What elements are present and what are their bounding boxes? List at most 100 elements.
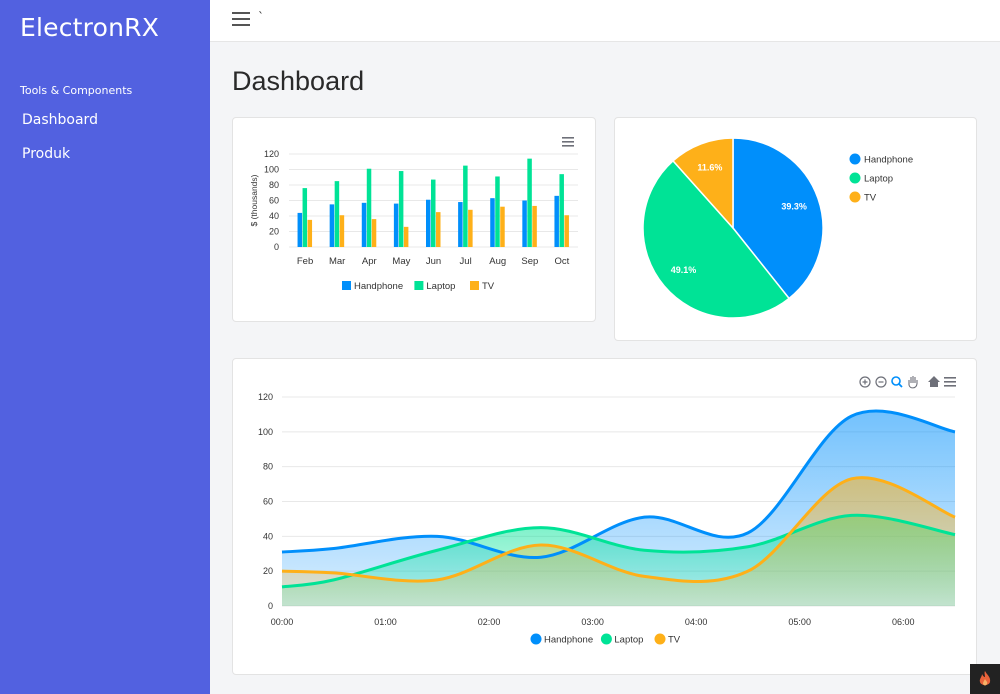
y-tick-label: 120 <box>264 149 279 159</box>
area-line-handphone <box>281 409 956 559</box>
hamburger-icon <box>944 381 956 383</box>
pan-icon <box>908 376 918 389</box>
y-tick-label: 0 <box>268 601 273 611</box>
x-tick-label: 00:00 <box>271 617 294 627</box>
home-icon <box>928 376 940 387</box>
bar-laptop <box>495 176 500 247</box>
bar-chart-card: 0 20 40 60 80 100 120 $ (thousands) Feb Mar Apr May… <box>232 117 596 322</box>
bar-tv <box>436 212 441 247</box>
chart-toolbar <box>859 376 956 389</box>
legend-label: Handphone <box>354 281 403 292</box>
x-tick-label: Feb <box>297 256 313 267</box>
pie-data-label: 39.3% <box>781 202 807 212</box>
x-tick-label: Apr <box>362 256 377 267</box>
area-chart-card: 0 20 40 60 80 100 120 00:00 01:00 02:00 03:00 04:00… <box>232 358 977 675</box>
pie-data-label: 11.6% <box>697 162 722 172</box>
bar-tv <box>500 206 505 247</box>
y-tick-label: 40 <box>263 531 273 541</box>
x-tick-label: Aug <box>489 256 506 267</box>
legend-marker <box>654 633 666 645</box>
y-tick-label: 60 <box>263 497 273 507</box>
bar-laptop <box>463 165 468 247</box>
hamburger-icon[interactable] <box>232 12 250 26</box>
pan-icon <box>908 376 918 389</box>
bar-laptop <box>334 181 340 247</box>
zoom-in-icon <box>859 376 871 388</box>
zoom-select-icon <box>891 376 903 388</box>
legend-marker <box>849 153 861 165</box>
legend-marker <box>414 281 424 290</box>
legend-label: Laptop <box>426 281 455 292</box>
bar-handphone <box>554 195 559 247</box>
sidebar-item-dashboard[interactable]: Dashboard <box>22 112 98 128</box>
bar-tv <box>532 205 537 247</box>
bar-handphone <box>522 200 527 247</box>
legend-marker <box>600 633 612 645</box>
area-line-tv <box>281 476 956 583</box>
x-tick-label: Mar <box>329 256 345 267</box>
bar-handphone <box>458 202 463 247</box>
topbar-text: ` <box>258 10 264 24</box>
bar-handphone <box>297 212 303 247</box>
x-tick-label: 04:00 <box>685 617 708 627</box>
pie-slice-laptop <box>642 159 791 319</box>
y-tick-label: 40 <box>269 211 279 221</box>
area-chart: 0 20 40 60 80 100 120 00:00 01:00 02:00 03:00 04:00… <box>258 376 956 646</box>
x-tick-label: 06:00 <box>892 617 915 627</box>
y-tick-label: 100 <box>258 427 273 437</box>
hamburger-icon <box>562 141 574 143</box>
topbar: ` <box>210 0 1000 42</box>
page-title: Dashboard <box>232 66 365 96</box>
zoom-in-icon <box>859 376 871 388</box>
hamburger-icon <box>562 145 574 147</box>
y-tick-label: 20 <box>269 227 279 237</box>
legend-label: Laptop <box>864 174 893 185</box>
zoom-out-icon <box>875 376 887 388</box>
zoom-in-icon <box>862 379 868 385</box>
hamburger-icon <box>944 377 956 379</box>
y-tick-label: 0 <box>274 242 279 252</box>
legend-label: TV <box>482 281 495 292</box>
bar-laptop <box>527 158 532 247</box>
bar-tv <box>339 215 345 247</box>
bar-tv <box>564 215 569 247</box>
y-axis-label: $ (thousands) <box>249 174 259 226</box>
bar-tv <box>403 226 409 247</box>
zoom-out-icon <box>875 376 887 388</box>
legend-label: TV <box>864 193 877 204</box>
bar-handphone <box>393 203 399 247</box>
x-tick-label: Sep <box>521 256 538 267</box>
x-tick-label: Jun <box>426 256 441 267</box>
bar-laptop <box>398 171 404 247</box>
legend-marker <box>849 191 861 203</box>
y-tick-label: 80 <box>269 180 279 190</box>
y-tick-label: 80 <box>263 462 273 472</box>
fire-icon[interactable] <box>970 664 1000 694</box>
pie-chart-card: 39.3% 49.1% 11.6% Handphone Laptop TV <box>614 117 977 341</box>
pie-chart: 39.3% 49.1% 11.6% Handphone Laptop TV <box>642 137 913 319</box>
legend-marker <box>530 633 542 645</box>
x-tick-label: 02:00 <box>478 617 501 627</box>
sidebar-item-produk[interactable]: Produk <box>22 146 71 162</box>
pie-slice-tv <box>671 137 734 230</box>
bar-handphone <box>426 199 431 247</box>
bar-handphone <box>361 202 367 247</box>
zoom-select-icon <box>898 383 903 388</box>
legend-marker <box>470 281 479 290</box>
sidebar-section-title: Tools & Components <box>20 84 133 97</box>
zoom-select-icon <box>891 376 901 386</box>
area-line-laptop <box>281 513 956 589</box>
legend-label: Handphone <box>544 635 593 646</box>
bar-tv <box>371 219 377 247</box>
area-fill-tv <box>282 477 955 606</box>
bar-handphone <box>329 204 335 247</box>
x-tick-label: Jul <box>460 256 472 267</box>
bar-laptop <box>559 174 564 247</box>
pie-slice-handphone <box>732 137 824 300</box>
y-tick-label: 60 <box>269 196 279 206</box>
bar-laptop <box>366 168 372 247</box>
x-tick-label: 03:00 <box>581 617 604 627</box>
bar-tv <box>468 209 473 247</box>
brand-logo: ElectronRX <box>20 13 160 42</box>
bar-handphone <box>490 198 495 247</box>
